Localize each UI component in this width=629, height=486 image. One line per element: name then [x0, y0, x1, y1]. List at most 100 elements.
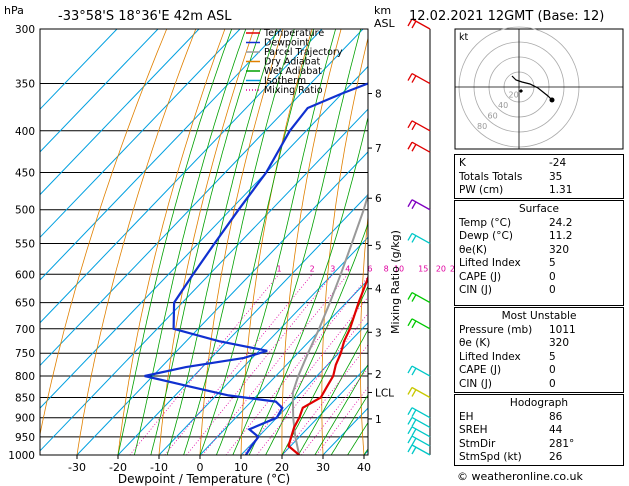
y-tick-label: 950 [15, 432, 35, 444]
index-row: CAPE (J) 0 [459, 364, 619, 377]
index-value: 44 [549, 424, 563, 436]
legend-entry: Dewpoint [264, 38, 309, 49]
wet-adiabat [248, 115, 368, 455]
wind-barb [407, 72, 431, 85]
wind-barb [407, 199, 431, 211]
x-tick-label: -30 [68, 461, 86, 474]
y-tick-label: 550 [15, 238, 35, 250]
hodograph-ring-label: 20 [509, 91, 519, 100]
y-tick-label: 350 [15, 79, 35, 91]
indices-panel: K -24 Totals Totals 35 PW (cm) 1.31 Surface Te… [454, 154, 624, 467]
y-tick-label: 650 [15, 298, 35, 310]
index-section-title: Hodograph [509, 397, 569, 409]
mixing-ratio-label: 10 [394, 264, 404, 273]
wet-adiabat [150, 29, 262, 455]
x-tick-label: 10 [234, 461, 248, 474]
index-key: StmDir [459, 437, 496, 450]
wet-adiabat [265, 222, 368, 455]
asl-unit-label: ASL [374, 17, 396, 30]
isotherm [40, 108, 368, 452]
index-value: 320 [549, 337, 570, 349]
most-unstable-box: Most Unstable Pressure (mb) 1011 θe (K) 320 L… [454, 307, 624, 393]
index-row: K -24 [459, 157, 619, 170]
index-value: 11.2 [549, 230, 573, 242]
isotherm [240, 321, 368, 455]
index-key: CIN (J) [459, 284, 492, 296]
index-row: Lifted Index 5 [459, 257, 619, 270]
wet-adiabat [134, 29, 247, 455]
index-row: SREH 44 [459, 424, 619, 437]
isotherm [40, 29, 241, 239]
mixing-ratio-axis-label: Mixing Ratio (g/kg) [389, 230, 402, 334]
index-section-title: Surface [518, 203, 559, 215]
wind-barb [407, 426, 431, 438]
wind-barb [407, 365, 431, 377]
y-unit-label: hPa [4, 4, 24, 17]
index-key: Lifted Index [459, 350, 521, 363]
index-key: CIN (J) [459, 377, 492, 390]
footer: © weatheronline.co.uk [457, 470, 583, 483]
isotherm [158, 236, 368, 455]
wind-barb [407, 292, 431, 304]
index-value: 0 [549, 284, 556, 296]
hodograph-ring-label: 40 [498, 101, 508, 110]
surface-box: Surface Temp (°C) 24.2 Dewp (°C) 11.2 θe(K) 32… [454, 200, 624, 306]
y-tick-label: 500 [15, 205, 35, 217]
mixing-ratio-line [315, 386, 368, 455]
x-tick-label: 20 [275, 461, 289, 474]
legend-entry: Isotherm [264, 76, 306, 87]
copyright-icon: © [457, 470, 468, 483]
wind-barb [407, 407, 431, 419]
x-axis-label: Dewpoint / Temperature (°C) [118, 472, 290, 486]
wet-adiabat [216, 29, 336, 455]
mixing-ratio-label: 3 [330, 264, 335, 273]
wind-barb [407, 416, 431, 428]
index-value: -24 [549, 157, 567, 169]
index-value: 24.2 [549, 216, 573, 229]
mixing-ratio-line [282, 344, 368, 455]
index-row: Pressure (mb) 1011 [459, 324, 619, 337]
legend-entry: Mixing Ratio [264, 85, 323, 96]
indices-top-box: K -24 Totals Totals 35 PW (cm) 1.31 [454, 154, 624, 199]
km-tick-label: 2 [375, 369, 382, 381]
mixing-ratio-label: 1 [276, 264, 281, 273]
mixing-ratio-label: 8 [384, 264, 389, 273]
series-line-temperature [287, 274, 368, 455]
index-section-title: Most Unstable [501, 310, 577, 322]
mixing-ratio-label: 2 [310, 264, 315, 273]
isotherm [40, 29, 118, 110]
isotherm [281, 364, 368, 455]
x-tick-label: 40 [357, 461, 371, 474]
index-row: CAPE (J) 0 [459, 271, 619, 284]
wet-adiabat [281, 285, 368, 455]
wind-barb [407, 18, 431, 30]
index-row: StmDir 281° [459, 438, 619, 451]
index-value: 5 [549, 350, 556, 363]
legend-entry: Temperature [263, 28, 324, 39]
y-tick-label: 600 [15, 269, 35, 281]
series-line-parcel-trajectory [291, 191, 368, 455]
wet-adiabat [117, 29, 233, 455]
index-key: K [459, 157, 466, 169]
wet-adiabat [166, 29, 278, 455]
dry-adiabat [360, 213, 368, 455]
index-key: Pressure (mb) [459, 323, 533, 336]
index-row: Dewp (°C) 11.2 [459, 230, 619, 243]
index-row: Lifted Index 5 [459, 351, 619, 364]
wind-barb [407, 141, 431, 153]
hodograph-ring-label: 60 [488, 112, 498, 121]
index-row: Totals Totals 35 [459, 171, 619, 184]
mixing-ratio-line [301, 367, 368, 455]
y-tick-label: 450 [15, 167, 35, 179]
y-tick-label: 1000 [8, 450, 35, 462]
dry-adiabat [398, 29, 429, 455]
mixing-ratio-line [225, 276, 368, 455]
location-title: -33°58'S 18°36'E 42m ASL [58, 9, 232, 24]
index-value: 281° [549, 437, 575, 450]
hodograph-box: Hodograph EH 86 SREH 44 StmDir 281° StmSpd (kt)… [454, 394, 624, 466]
isotherm [199, 279, 368, 455]
wet-adiabat [330, 394, 368, 455]
